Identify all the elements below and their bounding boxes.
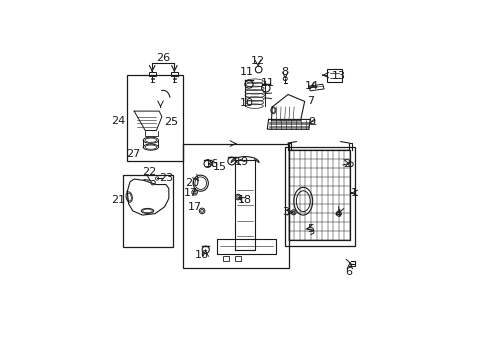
Text: 8: 8 <box>281 67 288 77</box>
Text: 23: 23 <box>159 174 173 184</box>
Text: 17: 17 <box>188 202 202 212</box>
Bar <box>171 72 177 76</box>
Text: 24: 24 <box>111 116 125 126</box>
Text: 20: 20 <box>185 178 199 188</box>
Text: 11: 11 <box>260 78 274 89</box>
Bar <box>183 144 289 268</box>
Text: 22: 22 <box>142 167 156 177</box>
Bar <box>148 72 155 76</box>
Text: 17: 17 <box>183 188 198 198</box>
Ellipse shape <box>293 187 312 215</box>
Text: 16: 16 <box>195 250 209 260</box>
Text: 19: 19 <box>235 157 249 167</box>
Bar <box>127 75 183 161</box>
Bar <box>235 256 241 261</box>
Text: 5: 5 <box>306 224 313 234</box>
Text: 21: 21 <box>111 195 125 205</box>
Bar <box>326 69 342 82</box>
Text: 13: 13 <box>332 72 346 81</box>
Text: 16: 16 <box>204 159 218 169</box>
Text: 3: 3 <box>281 207 288 217</box>
Text: 4: 4 <box>334 209 341 219</box>
Text: 9: 9 <box>307 117 314 127</box>
Ellipse shape <box>296 191 309 212</box>
Text: 6: 6 <box>345 267 352 277</box>
Text: 7: 7 <box>306 96 313 107</box>
Text: 27: 27 <box>125 149 140 159</box>
Text: 12: 12 <box>250 56 264 66</box>
Text: 26: 26 <box>156 53 170 63</box>
Text: 25: 25 <box>164 117 178 127</box>
Text: 11: 11 <box>239 67 253 77</box>
Text: 2: 2 <box>342 159 349 169</box>
Bar <box>122 175 173 247</box>
Text: 1: 1 <box>350 188 357 198</box>
Bar <box>223 256 228 261</box>
Text: 10: 10 <box>239 98 253 108</box>
Text: 14: 14 <box>304 81 318 91</box>
Text: 15: 15 <box>212 162 226 172</box>
Bar <box>285 147 354 246</box>
Text: 18: 18 <box>238 195 252 205</box>
